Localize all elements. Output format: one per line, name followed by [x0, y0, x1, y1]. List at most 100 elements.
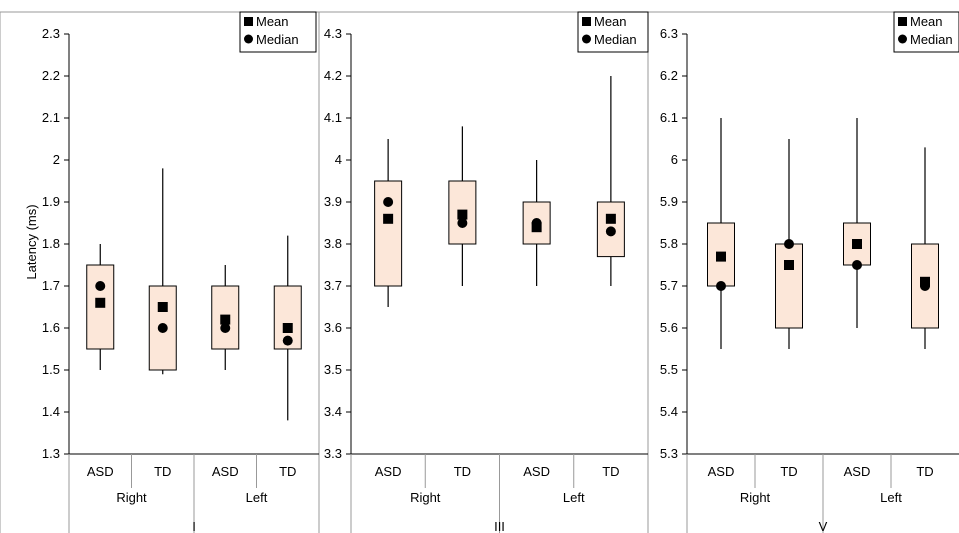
median-marker [784, 239, 794, 249]
group-label: Right [410, 490, 441, 505]
y-tick-label: 3.3 [324, 446, 342, 461]
panel-I: 1.3 1.4 1.5 1.6 1.7 1.8 1.9 2 2.1 2.2 2.3 ASD TD ASD T… [42, 11, 319, 533]
category-label: ASD [87, 464, 114, 479]
y-tick-label: 5.8 [660, 236, 678, 251]
category-label: ASD [212, 464, 239, 479]
y-axis-label: Latency (ms) [24, 204, 39, 279]
y-tick-label: 6 [671, 152, 678, 167]
y-tick-label: 4.3 [324, 26, 342, 41]
y-tick-label: 4.2 [324, 68, 342, 83]
y-tick-label: 6.1 [660, 110, 678, 125]
group-label: Right [116, 490, 147, 505]
legend-mean-swatch [582, 17, 591, 26]
group-label: Left [563, 490, 585, 505]
group-label: Right [740, 490, 771, 505]
legend-mean-swatch [244, 17, 253, 26]
legend-mean-label: Mean [910, 14, 943, 29]
category-label: TD [279, 464, 296, 479]
category-label: TD [780, 464, 797, 479]
median-marker [157, 323, 168, 333]
mean-marker [605, 213, 616, 224]
panels: 1.3 1.4 1.5 1.6 1.7 1.8 1.9 2 2.1 2.2 2.3 ASD TD ASD T… [42, 11, 959, 533]
panel-label: III [494, 519, 505, 533]
y-tick-label: 5.4 [660, 404, 678, 419]
legend-median-swatch [244, 34, 253, 44]
y-tick-label: 1.8 [42, 236, 60, 251]
iqr-box [86, 264, 115, 350]
legend: Mean Median [893, 11, 959, 53]
y-tick-label: 5.9 [660, 194, 678, 209]
mean-marker [716, 251, 726, 262]
mean-marker [852, 239, 862, 249]
panel-frames [0, 11, 959, 533]
y-tick-label: 1.4 [42, 404, 60, 419]
panel-label: I [192, 519, 196, 533]
y-tick-label: 5.5 [660, 362, 678, 377]
mean-marker [220, 314, 231, 325]
y-tick-label: 2 [53, 152, 60, 167]
group-label: Left [246, 490, 268, 505]
legend-mean-label: Mean [594, 14, 627, 29]
y-tick-label: 1.9 [42, 194, 60, 209]
legend-mean-label: Mean [256, 14, 289, 29]
category-label: ASD [523, 464, 550, 479]
median-marker [716, 281, 726, 291]
iqr-box [374, 180, 403, 287]
y-tick-label: 6.2 [660, 68, 678, 83]
median-marker [605, 226, 616, 237]
median-marker [95, 281, 106, 291]
mean-marker [95, 297, 106, 308]
y-tick-label: 3.4 [324, 404, 342, 419]
mean-marker [157, 302, 168, 312]
category-label: TD [602, 464, 619, 479]
category-label: TD [916, 464, 933, 479]
iqr-box [775, 243, 803, 329]
mean-marker [920, 276, 930, 287]
median-marker [282, 335, 293, 346]
median-marker [852, 260, 862, 270]
mean-marker [531, 222, 542, 233]
y-tick-label: 4 [335, 152, 342, 167]
y-tick-label: 2.1 [42, 110, 60, 125]
mean-marker [282, 323, 293, 333]
y-tick-label: 4.1 [324, 110, 342, 125]
panel-label: V [819, 519, 828, 533]
y-tick-label: 1.5 [42, 362, 60, 377]
y-tick-label: 5.3 [660, 446, 678, 461]
y-tick-label: 3.7 [324, 278, 342, 293]
mean-marker [784, 260, 794, 270]
y-tick-label: 5.6 [660, 320, 678, 335]
y-tick-label: 1.6 [42, 320, 60, 335]
median-marker [220, 323, 231, 333]
group-label: Left [880, 490, 902, 505]
panel-III: 3.3 3.4 3.5 3.6 3.7 3.8 3.9 4 4.1 4.2 4.3 ASD TD ASD T… [324, 11, 649, 533]
legend: Mean Median [239, 11, 317, 53]
legend-median-label: Median [910, 32, 953, 47]
category-label: ASD [375, 464, 402, 479]
y-tick-label: 1.7 [42, 278, 60, 293]
legend-median-swatch [898, 34, 907, 44]
category-label: ASD [844, 464, 871, 479]
y-tick-label: 2.3 [42, 26, 60, 41]
y-tick-label: 3.9 [324, 194, 342, 209]
median-marker [457, 218, 468, 228]
legend: Mean Median [577, 11, 649, 53]
y-tick-label: 3.6 [324, 320, 342, 335]
mean-marker [383, 213, 394, 224]
y-tick-label: 1.3 [42, 446, 60, 461]
legend-median-label: Median [594, 32, 637, 47]
category-label: TD [454, 464, 471, 479]
legend-mean-swatch [898, 17, 907, 26]
y-tick-label: 2.2 [42, 68, 60, 83]
y-tick-label: 3.5 [324, 362, 342, 377]
median-marker [383, 197, 394, 207]
iqr-box [148, 285, 177, 371]
y-tick-label: 6.3 [660, 26, 678, 41]
y-tick-label: 5.7 [660, 278, 678, 293]
panel-V: 5.3 5.4 5.5 5.6 5.7 5.8 5.9 6 6.1 6.2 6.3 ASD TD ASD T… [660, 11, 959, 533]
legend-median-swatch [582, 34, 591, 44]
y-tick-label: 3.8 [324, 236, 342, 251]
category-label: ASD [708, 464, 735, 479]
legend-median-label: Median [256, 32, 299, 47]
